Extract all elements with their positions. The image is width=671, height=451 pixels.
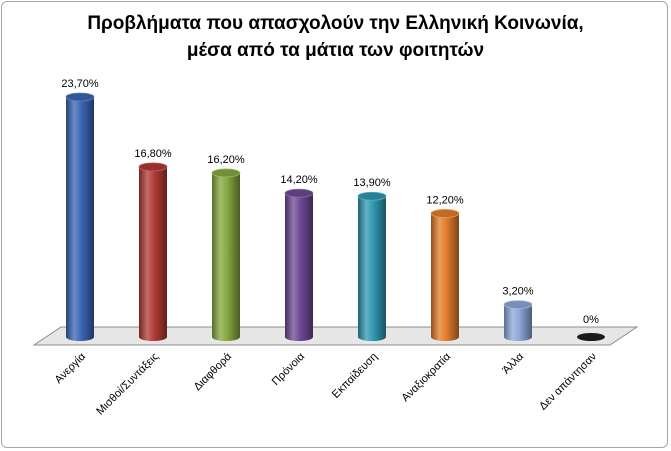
category-label: Μισθοί/Συντάξεις <box>94 351 161 418</box>
bar-4 <box>284 188 314 341</box>
chart-title-line-1: Προβλήματα που απασχολούν την Ελληνική Κ… <box>87 13 584 34</box>
value-label: 3,20% <box>502 286 533 298</box>
value-label: 14,20% <box>280 174 318 186</box>
bar-6 <box>430 209 460 341</box>
category-label: Πρόνοια <box>270 350 308 388</box>
bar-body <box>358 196 386 341</box>
bar-1 <box>65 92 95 341</box>
bar-8 <box>577 333 605 341</box>
bar-3 <box>211 168 241 341</box>
bar-body <box>139 166 167 341</box>
bar-top <box>503 300 533 309</box>
category-label: Άλλα <box>500 350 526 376</box>
bar-body <box>212 172 240 341</box>
category-label: Αναξιοκρατία <box>400 350 454 404</box>
category-label: Ανεργία <box>53 350 89 386</box>
bar-2 <box>138 162 168 341</box>
value-labels-group: 23,70% 16,80% 16,20% 14,20% 13,90% 12,20% 3,20… <box>61 78 599 326</box>
bar-zero <box>577 333 605 341</box>
bar-body <box>66 97 94 341</box>
value-label: 23,70% <box>61 78 99 90</box>
chart-title-line-2: μέσα από τα μάτια των φοιτητών <box>186 40 485 61</box>
value-label: 0% <box>583 314 599 326</box>
value-label: 12,20% <box>426 194 464 206</box>
bar-7 <box>503 300 533 341</box>
category-label: Δεν απάντησαν <box>537 350 599 412</box>
bar-body <box>285 193 313 341</box>
category-label: Εκπαίδευση <box>330 351 380 401</box>
bar-top <box>138 162 168 172</box>
bar-top <box>65 92 95 102</box>
bar-top <box>284 188 314 198</box>
category-label: Διαφθορά <box>192 350 235 393</box>
bar-top <box>211 168 241 178</box>
value-label: 16,80% <box>134 148 172 160</box>
bar-body <box>504 304 532 341</box>
bar-top <box>430 209 460 218</box>
bar-top <box>357 191 387 201</box>
bar-body <box>431 213 459 341</box>
chart-floor <box>32 326 639 346</box>
value-label: 16,20% <box>207 154 245 166</box>
bars-group <box>65 92 605 341</box>
category-labels-group: Ανεργία Μισθοί/Συντάξεις Διαφθορά Πρόνοια Εκ… <box>53 350 600 417</box>
value-label: 13,90% <box>353 177 391 189</box>
bar-5 <box>357 191 387 341</box>
